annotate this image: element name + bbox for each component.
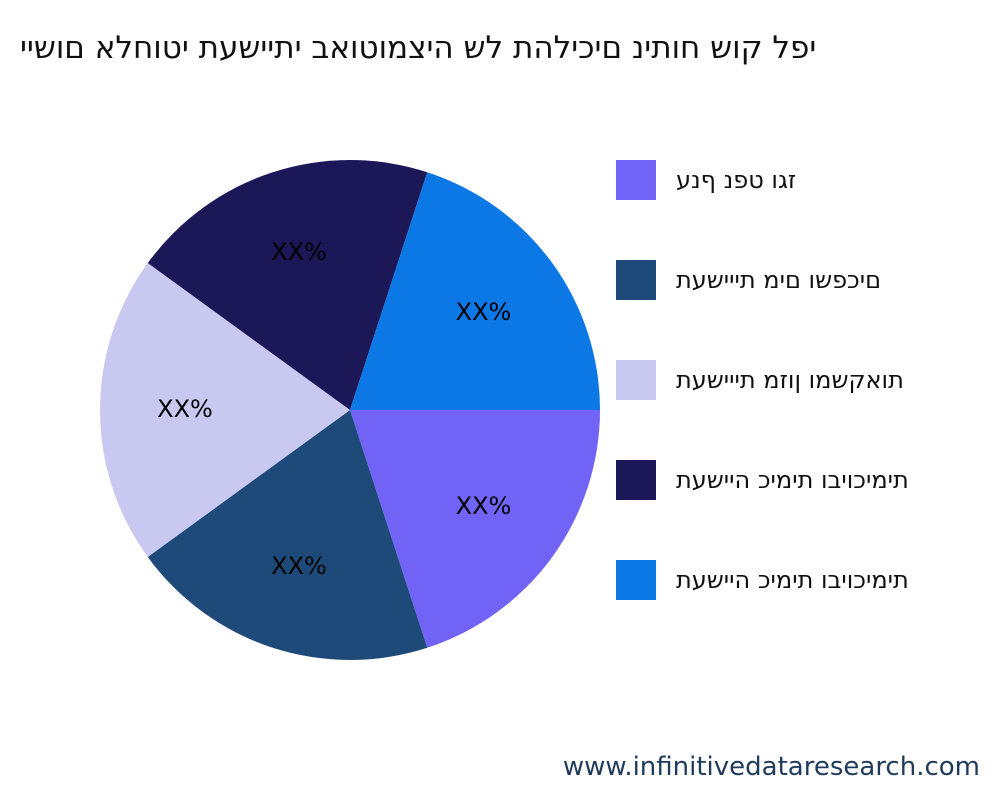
slice-value-label: XX% — [271, 552, 327, 580]
slice-value-label: XX% — [271, 238, 327, 266]
legend-swatch — [616, 260, 656, 300]
pie-slice — [350, 172, 600, 410]
pie-slice — [147, 410, 428, 660]
website-watermark: www.infinitivedataresearch.com — [562, 752, 980, 782]
chart-title: יפל קוש חותינ םיכילהת לש היצמוטואב יתייש… — [20, 30, 817, 66]
slice-value-label: XX% — [456, 492, 512, 520]
pie-slice — [100, 263, 350, 557]
legend-label: םיכפשו םימ תייישעת — [676, 266, 882, 294]
legend-swatch — [616, 460, 656, 500]
slice-value-label: XX% — [456, 298, 512, 326]
pie-slice — [350, 410, 600, 648]
legend-swatch — [616, 360, 656, 400]
legend-label: תימיכויבו תימיכ היישעת — [676, 566, 909, 594]
legend-swatch — [616, 560, 656, 600]
legend-label: תימיכויבו תימיכ היישעת — [676, 466, 909, 494]
slice-value-label: XX% — [157, 395, 213, 423]
legend-swatch — [616, 160, 656, 200]
legend-label: תואקשמו ןוזמ תייישעת — [676, 366, 904, 394]
legend-label: זגו טפנ ףנע — [676, 166, 797, 194]
pie-slice — [147, 160, 428, 410]
